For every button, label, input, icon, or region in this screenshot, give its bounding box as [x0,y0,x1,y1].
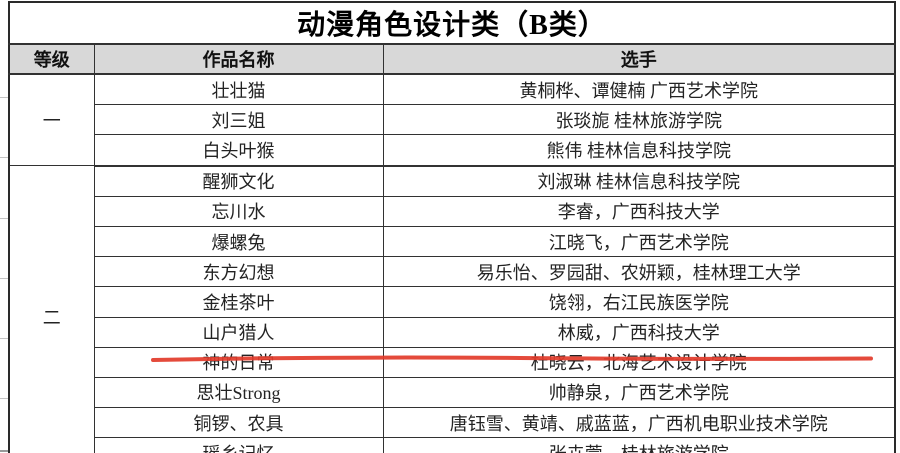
title-row: 动漫角色设计类（B类） [8,1,896,45]
player-cell: 张卉萱，桂林旅游学院 [382,437,896,453]
player-cell: 林威，广西科技大学 [382,316,896,348]
table-row: 山户猎人 林威，广西科技大学 [9,316,896,348]
gridline-stub [0,97,8,98]
work-cell: 爆螺兔 [93,225,384,258]
player-cell: 帅静泉，广西艺术学院 [382,376,896,409]
work-cell: 刘三姐 [93,104,384,136]
gridline-stub [0,218,8,219]
grade-cell-second: 二 [8,165,95,453]
player-cell: 唐钰雪、黄靖、戚蓝蓝，广西机电职业技术学院 [382,407,896,439]
gridline-stub [0,338,8,339]
work-cell: 瑶乡记忆 [93,437,384,453]
table-row: 铜锣、农具 唐钰雪、黄靖、戚蓝蓝，广西机电职业技术学院 [9,407,896,439]
player-cell: 易乐怡、罗园甜、农妍颖，桂林理工大学 [382,256,896,288]
work-cell: 壮壮猫 [93,73,384,106]
results-table: 动漫角色设计类（B类） 等级 作品名称 选手 一 壮壮猫 黄桐桦、谭健楠 广西艺… [8,1,897,453]
work-cell: 神的日常 [93,346,384,378]
player-cell: 熊伟 桂林信息科技学院 [382,134,896,167]
gridline-stub [0,157,8,158]
table-row: 二 醒狮文化 刘淑琳 桂林信息科技学院 [8,165,896,453]
work-cell: 思壮Strong [93,376,384,409]
table-row: 一 壮壮猫 黄桐桦、谭健楠 广西艺术学院 [8,73,896,167]
table-row: 刘三姐 张琰旎 桂林旅游学院 [9,104,896,136]
work-cell: 白头叶猴 [93,134,384,167]
player-cell: 李睿，广西科技大学 [382,195,896,227]
table-row: 瑶乡记忆 张卉萱，桂林旅游学院 [9,437,896,453]
column-header-grade: 等级 [8,43,95,75]
table-row: 东方幻想 易乐怡、罗园甜、农妍颖，桂林理工大学 [9,256,896,288]
player-cell: 江晓飞，广西艺术学院 [382,225,896,258]
grade-cell-first: 一 [8,73,95,167]
work-cell: 铜锣、农具 [93,407,384,439]
table-row: 忘川水 李睿，广西科技大学 [9,195,896,227]
player-cell: 饶翎，右江民族医学院 [382,286,896,318]
page-title: 动漫角色设计类（B类） [8,1,896,45]
work-cell: 醒狮文化 [93,165,384,197]
table-row: 爆螺兔 江晓飞，广西艺术学院 [9,225,896,258]
player-cell: 刘淑琳 桂林信息科技学院 [382,165,896,197]
player-cell: 张琰旎 桂林旅游学院 [382,104,896,136]
column-header-player: 选手 [382,43,896,75]
gridline-stub [0,398,8,399]
work-cell: 忘川水 [93,195,384,227]
column-header-work: 作品名称 [93,43,384,75]
table-row: 金桂茶叶 饶翎，右江民族医学院 [9,286,896,318]
gridline-stub [0,450,8,452]
table-row-annotated: 神的日常 杜晓云，北海艺术设计学院 [9,346,896,378]
work-cell: 山户猎人 [93,316,384,348]
work-cell: 东方幻想 [93,256,384,288]
work-cell: 金桂茶叶 [93,286,384,318]
player-cell: 黄桐桦、谭健楠 广西艺术学院 [382,73,896,106]
table-row: 白头叶猴 熊伟 桂林信息科技学院 [9,134,896,167]
gridline-stub [0,278,8,279]
header-row: 等级 作品名称 选手 [8,43,896,75]
player-cell: 杜晓云，北海艺术设计学院 [382,346,896,378]
table-row: 思壮Strong 帅静泉，广西艺术学院 [9,376,896,409]
